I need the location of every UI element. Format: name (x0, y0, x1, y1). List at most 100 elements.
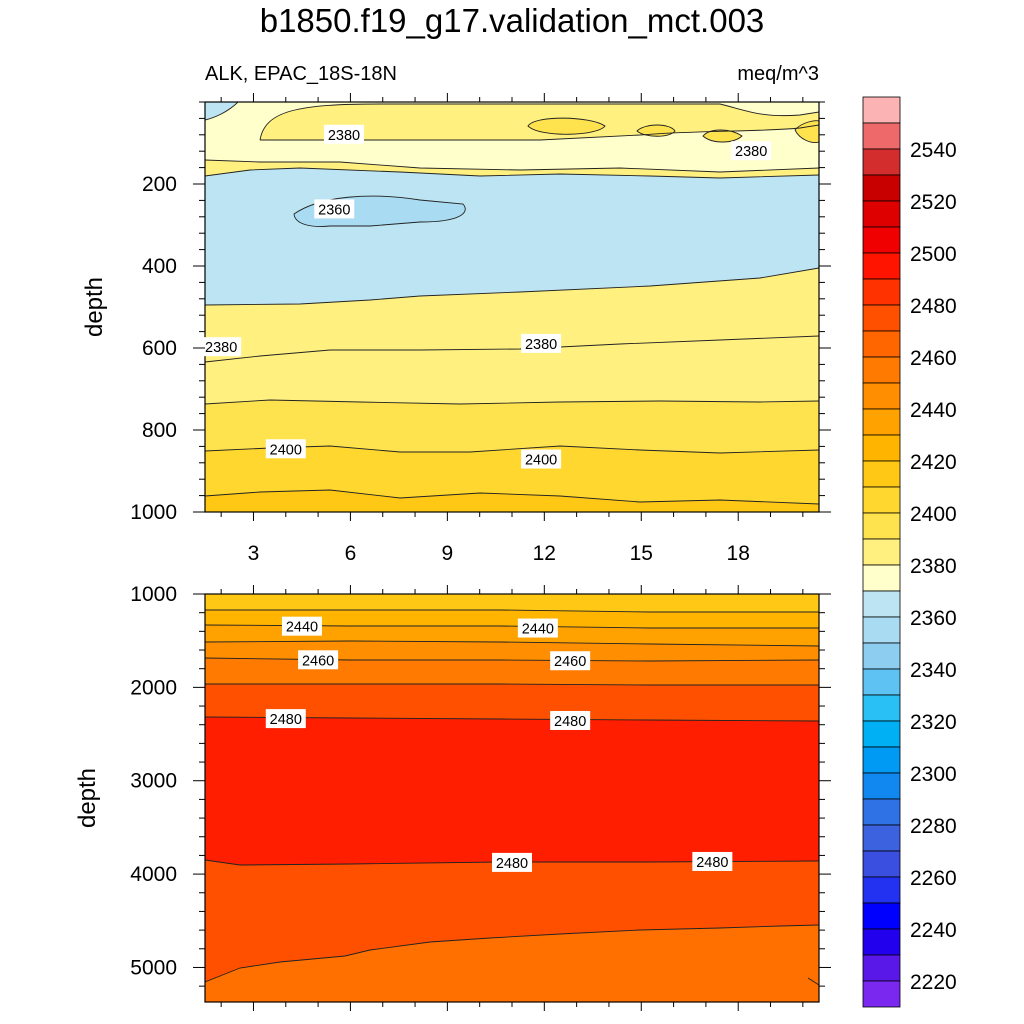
top-contour-label: 2360 (314, 199, 355, 219)
colorbar-swatch (862, 122, 901, 150)
colorbar-swatch (862, 278, 901, 306)
colorbar-swatch (862, 642, 901, 670)
svg-text:2480: 2480 (270, 712, 302, 728)
top-contour-label: 2380 (323, 124, 364, 144)
colorbar-label: 2320 (910, 711, 957, 734)
top-panel: 2380 2380 2360 2380 2380 2400 2400 3 6 9 12 15 18 20… (81, 63, 831, 565)
top-y-tick-label: 800 (142, 419, 177, 442)
top-contour-lines (205, 102, 819, 505)
colorbar-label: 2480 (910, 295, 957, 318)
top-x-tick-label: 15 (630, 542, 653, 565)
colorbar-label: 2420 (910, 451, 957, 474)
top-contour-labels: 2380 2380 2360 2380 2380 2400 2400 (201, 124, 772, 469)
svg-text:2380: 2380 (205, 340, 237, 356)
colorbar-swatch (862, 720, 901, 748)
colorbar-swatch (862, 512, 901, 540)
svg-text:2480: 2480 (696, 855, 728, 871)
bottom-contour-label: 2480 (492, 852, 532, 872)
svg-text:2460: 2460 (554, 654, 586, 670)
colorbar-swatch (862, 408, 901, 436)
colorbar-swatch (862, 434, 901, 462)
bottom-contour-label: 2480 (265, 709, 306, 729)
top-x-tick-label: 3 (248, 542, 260, 565)
bottom-y-tick-label: 4000 (130, 863, 177, 886)
bottom-y-axis-label: depth (74, 768, 101, 828)
svg-text:2480: 2480 (496, 856, 528, 872)
colorbar-label: 2460 (910, 347, 957, 370)
svg-text:2360: 2360 (318, 202, 350, 218)
colorbar-label: 2300 (910, 763, 957, 786)
colorbar-swatch (862, 200, 901, 228)
top-contour-label: 2400 (265, 439, 306, 459)
colorbar-swatch (862, 486, 901, 514)
colorbar-label: 2540 (910, 139, 957, 162)
colorbar-swatch (862, 96, 901, 124)
colorbar-label: 2340 (910, 659, 957, 682)
colorbar-swatch (862, 148, 901, 176)
colorbar-swatch (862, 538, 901, 566)
colorbar-swatch (862, 902, 901, 930)
colorbar-swatch (862, 876, 901, 904)
svg-text:2440: 2440 (522, 622, 554, 638)
colorbar-swatch (862, 564, 901, 592)
colorbar-swatch (862, 252, 901, 280)
bottom-y-tick-label: 3000 (130, 770, 177, 793)
svg-text:2380: 2380 (735, 144, 767, 160)
colorbar-label: 2400 (910, 503, 957, 526)
top-y-tick-label: 1000 (130, 501, 177, 524)
top-axes: 3 6 9 12 15 18 200 400 600 800 1000 (130, 93, 831, 565)
colorbar-swatch (862, 668, 901, 696)
colorbar-label: 2220 (910, 971, 957, 994)
colorbar-label: 2240 (910, 919, 957, 942)
colorbar-swatch (862, 356, 901, 384)
top-contour-label: 2380 (201, 337, 242, 357)
colorbar-swatch (862, 330, 901, 358)
colorbar-label: 2380 (910, 555, 957, 578)
svg-text:2380: 2380 (328, 128, 360, 144)
colorbar-swatch (862, 226, 901, 254)
colorbar-label: 2520 (910, 191, 957, 214)
top-subtitle-right: meq/m^3 (737, 63, 819, 85)
top-y-tick-label: 200 (142, 173, 177, 196)
colorbar-swatch (862, 928, 901, 956)
colorbar-swatch (862, 954, 901, 982)
colorbar-swatch (862, 824, 901, 852)
svg-text:2460: 2460 (302, 653, 334, 669)
svg-text:2400: 2400 (525, 453, 557, 469)
colorbar-label: 2280 (910, 815, 957, 838)
bottom-axes: 1000 2000 3000 4000 5000 (130, 583, 831, 1011)
colorbar-swatch (862, 772, 901, 800)
bottom-contour-label: 2440 (281, 616, 322, 636)
top-y-tick-label: 400 (142, 255, 177, 278)
top-y-axis-label: depth (81, 277, 108, 337)
colorbar-swatch (862, 694, 901, 722)
svg-text:2440: 2440 (286, 620, 318, 636)
svg-text:2380: 2380 (525, 337, 557, 353)
top-contour-label: 2400 (521, 449, 562, 469)
colorbar-swatch (862, 382, 901, 410)
top-contour-label: 2380 (521, 333, 562, 353)
bottom-contour-label: 2440 (517, 618, 558, 638)
figure-title: b1850.f19_g17.validation_mct.003 (259, 2, 765, 39)
bottom-y-tick-label: 5000 (130, 956, 177, 979)
top-filled-contours (205, 102, 819, 512)
colorbar: 2540 2520 2500 2480 2460 2440 2420 2400 2380 2360… (862, 96, 957, 1024)
top-x-tick-label: 12 (533, 542, 556, 565)
colorbar-swatch (862, 590, 901, 618)
bottom-contour-label: 2480 (692, 851, 733, 871)
top-x-tick-label: 18 (727, 542, 750, 565)
svg-text:2480: 2480 (554, 714, 586, 730)
colorbar-swatch (862, 746, 901, 774)
colorbar-swatch (862, 304, 901, 332)
colorbar-swatch (862, 460, 901, 488)
bottom-filled-contours (205, 594, 819, 1002)
bottom-y-tick-label: 1000 (130, 583, 177, 606)
top-y-tick-label: 600 (142, 337, 177, 360)
bottom-contour-label: 2480 (550, 710, 591, 730)
colorbar-label: 2440 (910, 399, 957, 422)
colorbar-swatch (862, 616, 901, 644)
colorbar-swatch (862, 850, 901, 878)
